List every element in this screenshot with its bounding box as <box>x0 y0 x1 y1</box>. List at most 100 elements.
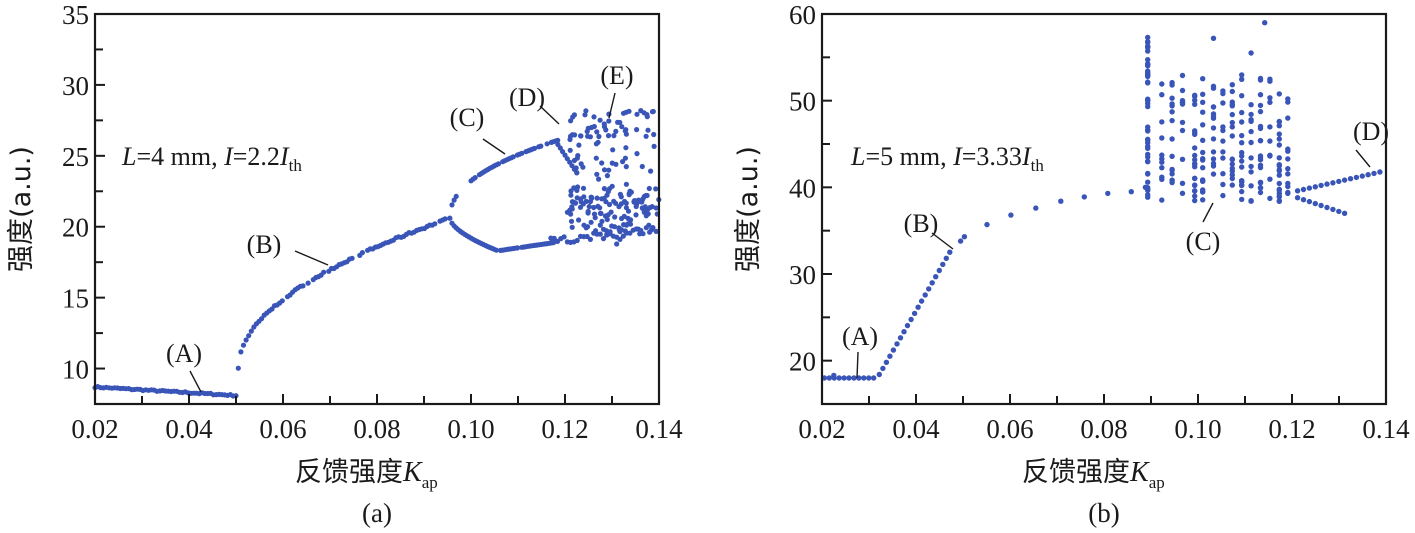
data-point <box>1179 180 1186 186</box>
data-point <box>1220 155 1226 161</box>
data-point <box>1239 132 1245 139</box>
data-point <box>597 117 603 123</box>
data-point <box>1200 122 1206 128</box>
data-point <box>1229 99 1236 105</box>
data-point <box>1257 75 1264 82</box>
data-point <box>1159 156 1165 162</box>
data-point <box>1145 151 1151 158</box>
data-point <box>1200 157 1206 163</box>
data-point <box>1276 163 1283 169</box>
leader-line <box>1202 202 1214 223</box>
data-point <box>1248 128 1254 135</box>
data-point <box>620 110 627 116</box>
data-point <box>1276 118 1283 125</box>
x-tick-label: 0.10 <box>1174 414 1221 444</box>
data-point <box>1239 188 1245 195</box>
data-point <box>1220 138 1226 144</box>
data-point <box>826 375 832 381</box>
data-point <box>866 375 872 381</box>
data-point <box>897 335 904 341</box>
data-point <box>1145 136 1151 142</box>
data-point <box>578 199 584 205</box>
data-point <box>1033 205 1039 211</box>
data-point <box>621 198 628 205</box>
data-point <box>600 236 607 242</box>
data-point <box>1145 185 1151 191</box>
data-point <box>1267 124 1273 130</box>
y-tick-label: 30 <box>789 260 816 290</box>
data-point <box>569 204 575 210</box>
data-point <box>1220 192 1226 199</box>
data-point <box>639 205 645 211</box>
data-point <box>1239 109 1245 116</box>
annotation-b: L=5 mm, I=3.33Ith <box>850 142 1044 175</box>
data-point <box>1192 197 1198 204</box>
data-point <box>609 160 615 166</box>
data-point <box>1145 34 1151 41</box>
data-point <box>1179 127 1186 134</box>
data-point <box>653 205 659 211</box>
data-point <box>1239 164 1245 170</box>
x-tick-label: 0.12 <box>1268 414 1315 444</box>
data-point <box>634 151 640 157</box>
data-point <box>626 220 633 226</box>
data-point <box>1239 76 1245 83</box>
data-point <box>1145 103 1151 110</box>
data-point <box>933 274 939 280</box>
data-point <box>876 371 882 378</box>
point-label: (A) <box>166 339 202 368</box>
data-point <box>894 341 900 347</box>
data-point <box>1294 195 1301 201</box>
data-point <box>631 198 637 204</box>
point-label: (C) <box>1186 227 1221 256</box>
data-point <box>1285 183 1291 190</box>
data-point <box>1229 82 1236 88</box>
data-point <box>1192 193 1198 199</box>
data-point <box>1145 170 1151 177</box>
data-point <box>1248 155 1254 161</box>
point-label: (C) <box>450 103 485 132</box>
data-point <box>1159 197 1165 203</box>
data-point <box>1145 96 1151 102</box>
data-point <box>851 375 857 381</box>
data-point <box>926 286 932 292</box>
y-tick-label: 35 <box>62 0 89 30</box>
data-point <box>300 283 306 289</box>
data-point <box>1192 182 1198 188</box>
data-point <box>1257 162 1264 168</box>
data-point <box>1324 204 1330 211</box>
data-point <box>1210 35 1217 41</box>
data-point <box>432 221 438 227</box>
data-point <box>1285 156 1291 162</box>
data-point <box>1276 136 1283 142</box>
data-point <box>580 185 587 191</box>
data-point <box>887 353 893 359</box>
data-point <box>628 189 635 195</box>
data-point <box>1306 198 1313 205</box>
annotation-a: L=4 mm, I=2.2Ith <box>121 142 302 175</box>
data-point <box>617 236 623 242</box>
data-point <box>957 238 964 244</box>
data-point <box>1257 189 1264 196</box>
data-point <box>1294 188 1301 194</box>
data-point <box>1377 169 1383 175</box>
data-point <box>623 145 629 151</box>
data-point <box>929 280 935 286</box>
data-point <box>1285 115 1291 121</box>
data-point <box>836 375 842 381</box>
data-point <box>574 187 580 193</box>
data-point <box>649 109 656 115</box>
data-point <box>1229 182 1236 188</box>
data-point <box>606 201 613 208</box>
data-point <box>1169 117 1175 124</box>
data-point <box>1248 183 1254 189</box>
data-point <box>1210 156 1217 162</box>
y-tick-label: 50 <box>789 87 816 117</box>
data-point <box>580 164 586 170</box>
data-point <box>1145 73 1151 80</box>
data-point <box>1330 180 1336 186</box>
data-point <box>626 108 632 114</box>
data-point <box>447 215 453 221</box>
data-point <box>1145 159 1151 165</box>
data-point <box>574 170 580 176</box>
